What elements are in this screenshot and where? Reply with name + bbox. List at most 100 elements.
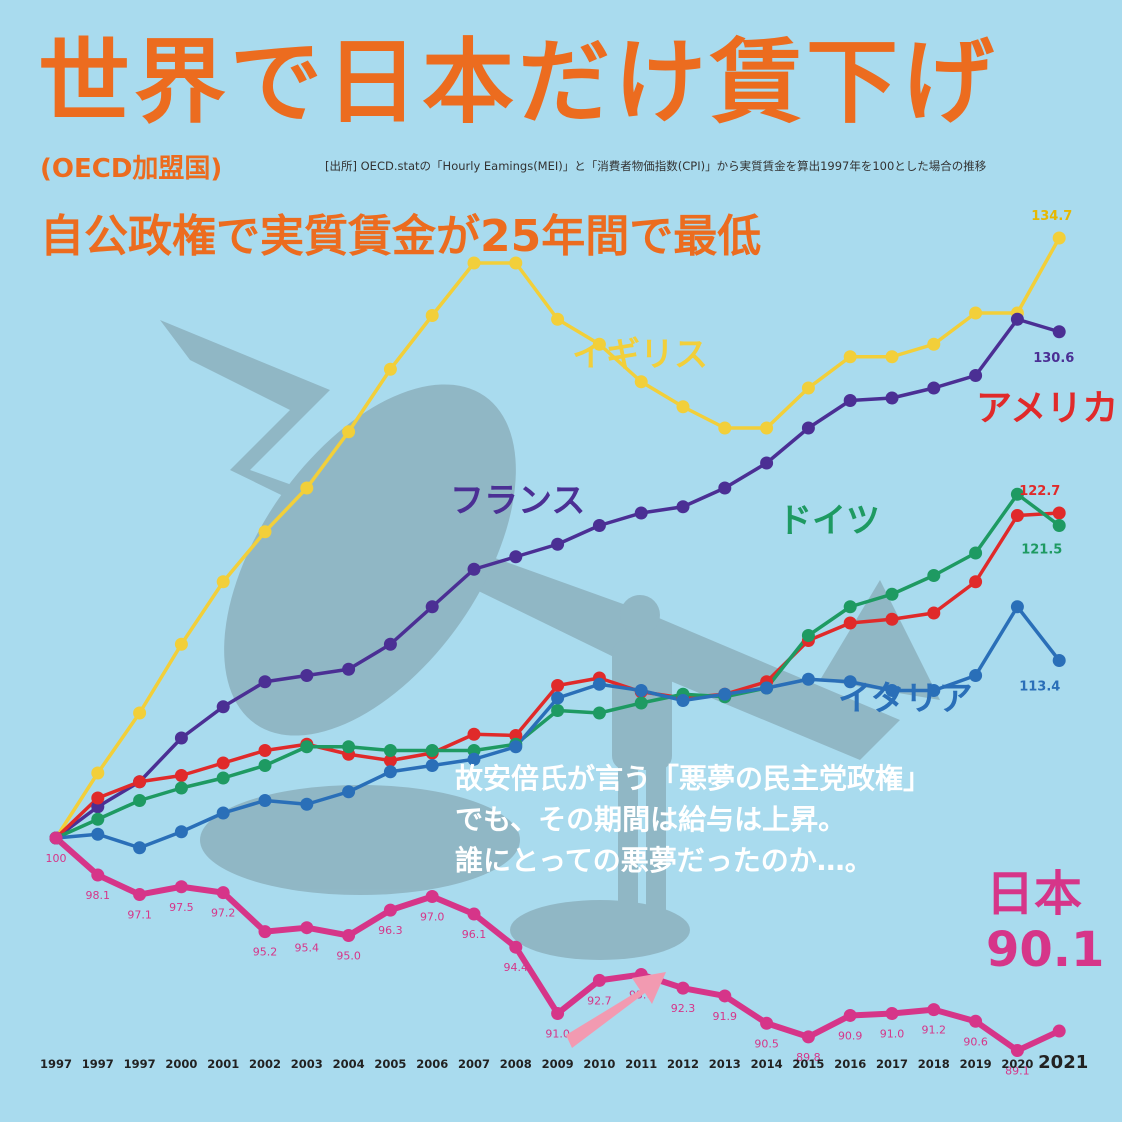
point-italy-8 xyxy=(383,765,397,779)
point-germany-20 xyxy=(885,587,899,601)
point-italy-22 xyxy=(969,669,983,682)
x-tick-14: 2011 xyxy=(625,1057,657,1071)
point-italy-12 xyxy=(551,691,565,705)
point-germany-21 xyxy=(927,569,941,582)
point-italy-15 xyxy=(676,694,690,707)
point-italy-2 xyxy=(133,841,147,855)
label-usa: アメリカ xyxy=(976,388,1118,429)
x-tick-9: 2006 xyxy=(416,1057,448,1071)
point-germany-22 xyxy=(969,546,983,560)
label-uk: イギリス xyxy=(572,335,708,375)
point-uk-21 xyxy=(927,337,941,351)
point-germany-13 xyxy=(592,706,606,720)
point-usa-5 xyxy=(258,744,272,757)
japan-label-7: 95.0 xyxy=(336,950,361,963)
end-label-italy: 113.4 xyxy=(1019,680,1060,695)
point-uk-18 xyxy=(801,381,815,395)
point-france-21 xyxy=(927,381,941,395)
japan-label-9: 97.0 xyxy=(420,911,445,924)
japan-label-18: 89.8 xyxy=(796,1051,821,1064)
label-japan-value: 90.1 xyxy=(986,922,1104,978)
point-japan-18 xyxy=(801,1030,815,1044)
point-italy-6 xyxy=(300,797,314,811)
point-germany-8 xyxy=(383,744,397,757)
point-japan-16 xyxy=(718,989,732,1003)
point-france-4 xyxy=(216,700,230,714)
point-uk-9 xyxy=(425,309,439,322)
point-france-14 xyxy=(634,506,648,520)
point-usa-1 xyxy=(91,791,105,805)
point-japan-12 xyxy=(551,1007,565,1020)
point-germany-4 xyxy=(216,771,230,785)
x-tick-18: 2015 xyxy=(792,1057,824,1071)
end-label-uk: 134.7 xyxy=(1031,209,1072,224)
point-italy-17 xyxy=(760,681,774,695)
point-france-12 xyxy=(551,537,565,551)
end-label-france: 130.6 xyxy=(1033,351,1074,366)
point-uk-5 xyxy=(258,525,272,539)
point-uk-2 xyxy=(133,706,147,720)
point-uk-13 xyxy=(592,337,606,351)
x-tick-19: 2016 xyxy=(834,1057,866,1071)
point-japan-9 xyxy=(425,890,439,903)
point-france-20 xyxy=(885,391,899,405)
point-germany-23 xyxy=(1010,487,1024,501)
point-germany-14 xyxy=(634,696,648,710)
japan-label-6: 95.4 xyxy=(295,942,320,955)
point-italy-23 xyxy=(1010,600,1024,614)
point-japan-1 xyxy=(91,868,105,882)
point-france-3 xyxy=(174,731,188,745)
source-note: [出所] OECD.statの「Hourly Eamings(MEI)」と「消費… xyxy=(325,159,987,173)
label-japan-name: 日本 xyxy=(986,866,1082,922)
x-tick-22: 2019 xyxy=(960,1057,992,1071)
point-uk-22 xyxy=(969,306,983,320)
point-uk-19 xyxy=(843,350,857,364)
point-italy-20 xyxy=(885,684,899,697)
point-japan-20 xyxy=(885,1007,899,1020)
point-japan-21 xyxy=(927,1003,941,1017)
x-axis-ticks: 1997 1997 1997 2000 2001 2002 2003 2004 2005 2006… xyxy=(40,1052,1088,1073)
point-italy-16 xyxy=(718,687,732,701)
x-tick-10: 2007 xyxy=(458,1057,490,1071)
point-usa-10 xyxy=(467,727,481,741)
japan-label-21: 91.2 xyxy=(922,1024,947,1037)
point-germany-5 xyxy=(258,759,272,772)
point-usa-2 xyxy=(133,775,147,789)
coin-shape xyxy=(224,384,516,736)
point-uk-24 xyxy=(1052,231,1066,245)
series-end-labels: 134.7 130.6 122.7 121.5 113.4 xyxy=(1019,209,1074,695)
point-japan-11 xyxy=(509,940,523,954)
point-uk-16 xyxy=(718,421,732,435)
point-germany-2 xyxy=(133,794,147,807)
japan-label-10: 96.1 xyxy=(462,928,487,941)
japan-data-labels: 100 98.1 97.1 97.5 97.2 95.2 95.4 95.0 96.3 97.0 9… xyxy=(46,852,1030,1078)
japan-label-19: 90.9 xyxy=(838,1029,863,1042)
point-usa-23 xyxy=(1010,509,1024,522)
x-tick-5: 2002 xyxy=(249,1057,281,1071)
point-japan-13 xyxy=(592,973,606,987)
point-uk-20 xyxy=(885,350,899,364)
point-japan-19 xyxy=(843,1008,857,1022)
highlight-arrow xyxy=(566,972,666,1048)
point-italy-10 xyxy=(467,752,481,766)
point-italy-3 xyxy=(174,825,188,839)
point-germany-3 xyxy=(174,781,188,795)
x-tick-1: 1997 xyxy=(82,1057,114,1071)
japan-label-8: 96.3 xyxy=(378,924,403,937)
comment-text: 故安倍氏が言う「悪夢の民主党政権」 でも、その期間は給与は上昇。 誰にとっての悪… xyxy=(455,758,931,881)
japan-label-16: 91.9 xyxy=(713,1010,738,1023)
x-tick-21: 2018 xyxy=(918,1057,950,1071)
shadow-ellipse-center xyxy=(510,900,690,960)
point-japan-2 xyxy=(133,888,147,902)
point-italy-13 xyxy=(592,677,606,691)
point-usa-3 xyxy=(174,769,188,782)
end-label-usa: 122.7 xyxy=(1019,484,1060,499)
point-italy-1 xyxy=(91,827,105,841)
point-usa-24 xyxy=(1052,506,1066,520)
x-tick-0: 1997 xyxy=(40,1057,72,1071)
point-usa-20 xyxy=(885,612,899,626)
x-tick-6: 2003 xyxy=(291,1057,323,1071)
point-germany-6 xyxy=(300,740,314,754)
japan-label-5: 95.2 xyxy=(253,946,278,959)
